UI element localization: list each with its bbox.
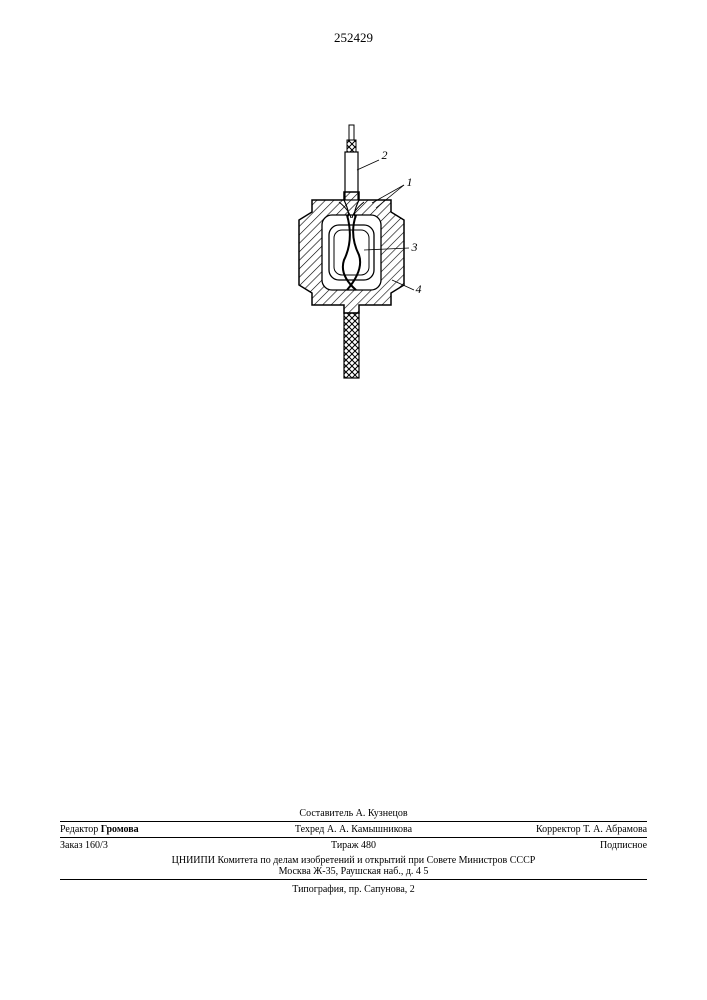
typography-row: Типография, пр. Сапунова, 2 xyxy=(60,880,647,895)
order-cell: Заказ 160/3 xyxy=(60,840,256,851)
org-line2: Москва Ж-35, Раушская наб., д. 4 5 xyxy=(60,866,647,877)
figure-label-1: 1 xyxy=(407,175,413,190)
figure-label-2: 2 xyxy=(382,148,388,163)
order-row: Заказ 160/3 Тираж 480 Подписное xyxy=(60,838,647,853)
org-row: ЦНИИПИ Комитета по делам изобретений и о… xyxy=(60,853,647,880)
editor-name: Громова xyxy=(101,824,139,835)
technical-figure: 2 1 3 4 xyxy=(244,120,464,400)
tirage-cell: Тираж 480 xyxy=(256,840,452,851)
document-number: 252429 xyxy=(334,30,373,46)
compiler-text: Составитель А. Кузнецов xyxy=(299,808,407,819)
techred-cell: Техред А. А. Камышникова xyxy=(256,824,452,835)
subscription-cell: Подписное xyxy=(451,840,647,851)
editor-cell: Редактор Громова xyxy=(60,824,256,835)
credits-row: Редактор Громова Техред А. А. Камышников… xyxy=(60,822,647,838)
figure-svg xyxy=(244,120,464,400)
compiler-row: Составитель А. Кузнецов xyxy=(60,806,647,822)
corrector-cell: Корректор Т. А. Абрамова xyxy=(451,824,647,835)
footer: Составитель А. Кузнецов Редактор Громова… xyxy=(60,806,647,895)
editor-label: Редактор xyxy=(60,824,98,835)
figure-label-3: 3 xyxy=(412,240,418,255)
org-line1: ЦНИИПИ Комитета по делам изобретений и о… xyxy=(60,855,647,866)
figure-label-4: 4 xyxy=(416,282,422,297)
